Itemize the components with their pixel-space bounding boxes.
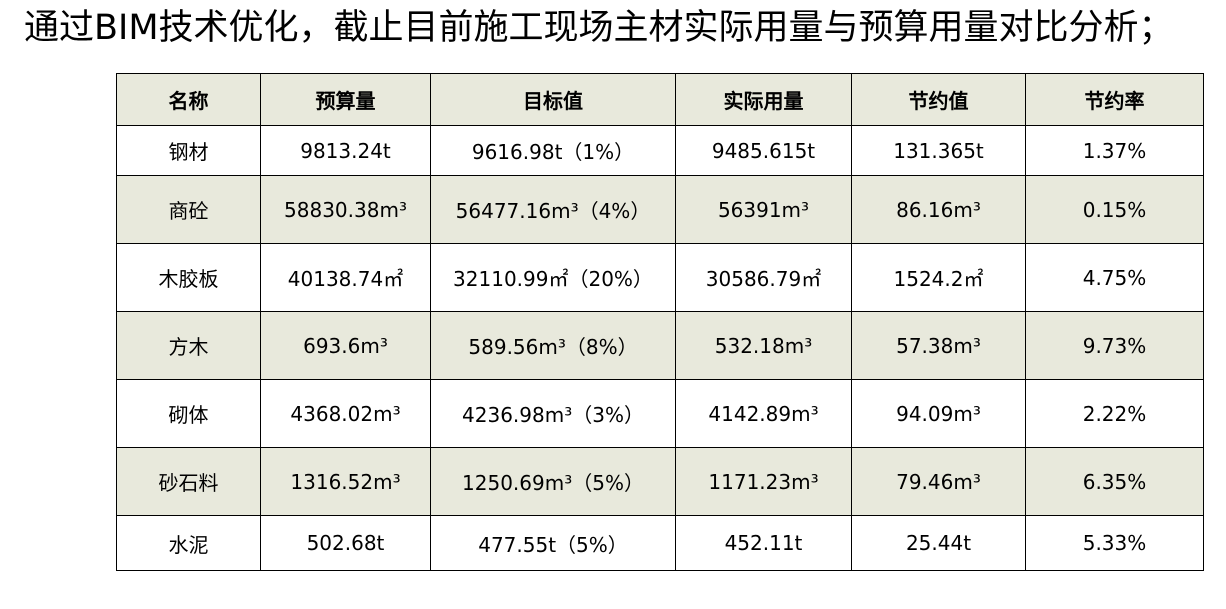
cell-budget: 1316.52m³ bbox=[260, 447, 431, 516]
cell-saving: 57.38m³ bbox=[851, 311, 1026, 380]
material-comparison-table: 名称 预算量 目标值 实际用量 节约值 节约率 钢材 9813.24t 9616… bbox=[116, 73, 1204, 571]
column-header-target: 目标值 bbox=[430, 73, 676, 126]
column-header-budget: 预算量 bbox=[260, 73, 431, 126]
cell-actual: 452.11t bbox=[675, 515, 852, 571]
column-header-name: 名称 bbox=[116, 73, 261, 126]
cell-target: 477.55t（5%） bbox=[430, 515, 676, 571]
cell-saving: 131.365t bbox=[851, 125, 1026, 176]
cell-target: 9616.98t（1%） bbox=[430, 125, 676, 176]
cell-target: 1250.69m³（5%） bbox=[430, 447, 676, 516]
cell-saving-rate: 0.15% bbox=[1025, 175, 1204, 244]
cell-saving: 25.44t bbox=[851, 515, 1026, 571]
cell-saving: 79.46m³ bbox=[851, 447, 1026, 516]
cell-budget: 502.68t bbox=[260, 515, 431, 571]
column-header-actual: 实际用量 bbox=[675, 73, 852, 126]
cell-saving: 94.09m³ bbox=[851, 379, 1026, 448]
cell-saving-rate: 2.22% bbox=[1025, 379, 1204, 448]
table-row: 水泥 502.68t 477.55t（5%） 452.11t 25.44t 5.… bbox=[116, 515, 1204, 571]
cell-saving-rate: 5.33% bbox=[1025, 515, 1204, 571]
table-row: 商砼 58830.38m³ 56477.16m³（4%） 56391m³ 86.… bbox=[116, 175, 1204, 244]
cell-actual: 9485.615t bbox=[675, 125, 852, 176]
cell-target: 4236.98m³（3%） bbox=[430, 379, 676, 448]
cell-name: 水泥 bbox=[116, 515, 261, 571]
table-row: 木胶板 40138.74㎡ 32110.99㎡（20%） 30586.79㎡ 1… bbox=[116, 243, 1204, 312]
cell-budget: 9813.24t bbox=[260, 125, 431, 176]
cell-saving-rate: 6.35% bbox=[1025, 447, 1204, 516]
cell-saving-rate: 9.73% bbox=[1025, 311, 1204, 380]
table-header-row: 名称 预算量 目标值 实际用量 节约值 节约率 bbox=[116, 73, 1204, 126]
column-header-saving: 节约值 bbox=[851, 73, 1026, 126]
cell-name: 钢材 bbox=[116, 125, 261, 176]
cell-name: 砂石料 bbox=[116, 447, 261, 516]
cell-target: 589.56m³（8%） bbox=[430, 311, 676, 380]
table-row: 砂石料 1316.52m³ 1250.69m³（5%） 1171.23m³ 79… bbox=[116, 447, 1204, 516]
cell-budget: 693.6m³ bbox=[260, 311, 431, 380]
cell-target: 32110.99㎡（20%） bbox=[430, 243, 676, 312]
cell-name: 木胶板 bbox=[116, 243, 261, 312]
cell-budget: 40138.74㎡ bbox=[260, 243, 431, 312]
cell-saving: 1524.2㎡ bbox=[851, 243, 1026, 312]
table-row: 砌体 4368.02m³ 4236.98m³（3%） 4142.89m³ 94.… bbox=[116, 379, 1204, 448]
table-row: 钢材 9813.24t 9616.98t（1%） 9485.615t 131.3… bbox=[116, 125, 1204, 176]
table-row: 方木 693.6m³ 589.56m³（8%） 532.18m³ 57.38m³… bbox=[116, 311, 1204, 380]
cell-saving: 86.16m³ bbox=[851, 175, 1026, 244]
column-header-saving-rate: 节约率 bbox=[1025, 73, 1204, 126]
cell-target: 56477.16m³（4%） bbox=[430, 175, 676, 244]
cell-actual: 30586.79㎡ bbox=[675, 243, 852, 312]
cell-actual: 1171.23m³ bbox=[675, 447, 852, 516]
cell-saving-rate: 1.37% bbox=[1025, 125, 1204, 176]
page-title: 通过BIM技术优化，截止目前施工现场主材实际用量与预算用量对比分析； bbox=[24, 8, 1174, 48]
cell-name: 商砼 bbox=[116, 175, 261, 244]
cell-name: 方木 bbox=[116, 311, 261, 380]
cell-budget: 58830.38m³ bbox=[260, 175, 431, 244]
cell-saving-rate: 4.75% bbox=[1025, 243, 1204, 312]
cell-actual: 532.18m³ bbox=[675, 311, 852, 380]
cell-actual: 4142.89m³ bbox=[675, 379, 852, 448]
cell-actual: 56391m³ bbox=[675, 175, 852, 244]
cell-name: 砌体 bbox=[116, 379, 261, 448]
cell-budget: 4368.02m³ bbox=[260, 379, 431, 448]
